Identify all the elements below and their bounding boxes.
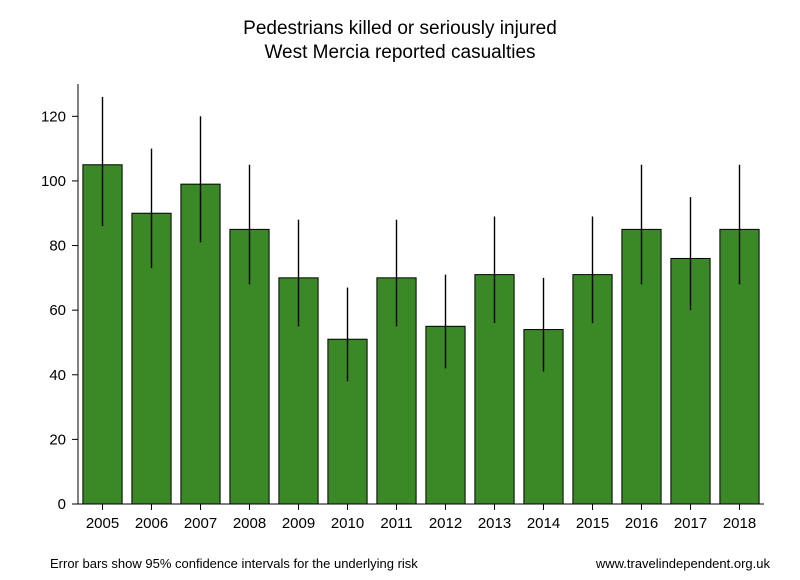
- chart-title-line1: Pedestrians killed or seriously injured: [243, 18, 557, 39]
- y-tick-label: 100: [41, 173, 66, 190]
- x-tick-label: 2007: [184, 515, 217, 532]
- y-tick-label: 20: [49, 431, 66, 448]
- x-tick-label: 2015: [576, 515, 609, 532]
- footer-note-right: www.travelindependent.org.uk: [595, 556, 771, 571]
- x-tick-label: 2010: [331, 515, 364, 532]
- x-tick-label: 2009: [282, 515, 315, 532]
- x-tick-label: 2012: [429, 515, 462, 532]
- footer-note-left: Error bars show 95% confidence intervals…: [50, 556, 418, 571]
- x-tick-label: 2005: [86, 515, 119, 532]
- x-tick-label: 2014: [527, 515, 560, 532]
- x-tick-label: 2006: [135, 515, 168, 532]
- chart-title-line2: West Mercia reported casualties: [264, 42, 535, 63]
- y-tick-label: 0: [58, 496, 66, 513]
- bar-chart: Pedestrians killed or seriously injured …: [0, 0, 800, 580]
- bars-group: [83, 165, 759, 504]
- y-tick-label: 80: [49, 238, 66, 255]
- x-tick-label: 2016: [625, 515, 658, 532]
- y-tick-label: 40: [49, 367, 66, 384]
- x-tick-label: 2011: [380, 515, 412, 532]
- y-tick-label: 120: [41, 108, 66, 125]
- x-tick-label: 2017: [674, 515, 707, 532]
- chart-container: Pedestrians killed or seriously injured …: [0, 0, 800, 580]
- y-tick-label: 60: [49, 302, 66, 319]
- x-tick-label: 2013: [478, 515, 511, 532]
- x-tick-label: 2018: [723, 515, 756, 532]
- x-tick-labels: 2005 2006 2007 2008 2009 2010 2011 2012 2013 2014…: [86, 504, 756, 532]
- x-tick-label: 2008: [233, 515, 266, 532]
